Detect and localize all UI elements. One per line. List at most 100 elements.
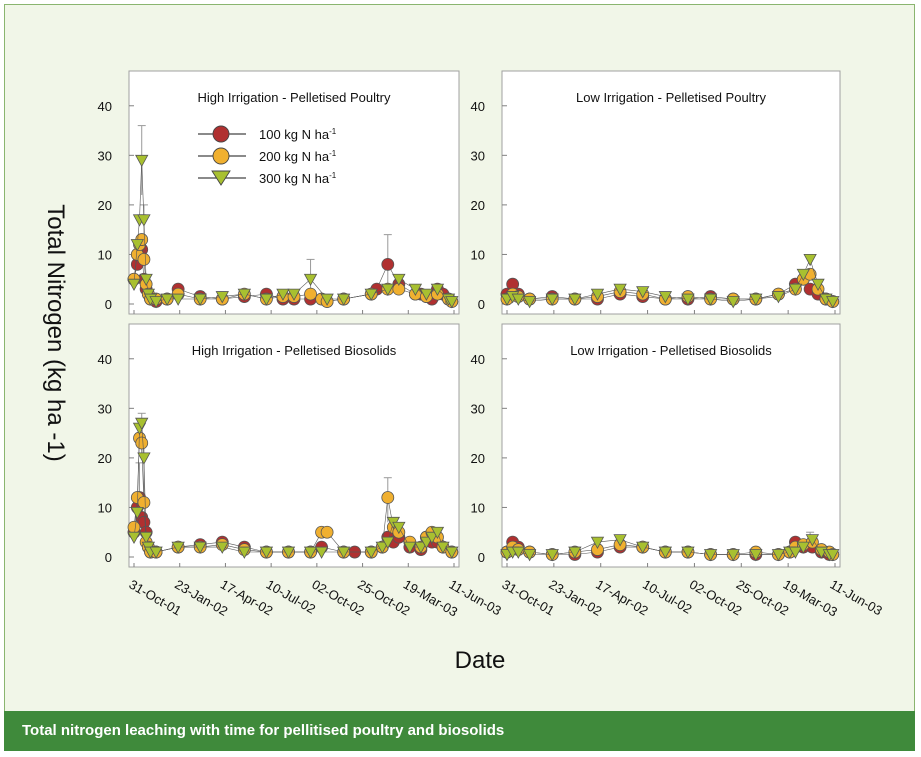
data-point [127, 520, 141, 534]
data-point [137, 452, 151, 465]
y-tick-label: 40 [471, 352, 485, 367]
data-point [139, 531, 153, 545]
data-point [135, 436, 149, 450]
data-point [171, 293, 185, 306]
legend-superscript: -1 [329, 127, 337, 136]
data-point [137, 496, 151, 509]
data-point [135, 154, 149, 168]
data-point [681, 546, 695, 559]
data-point [215, 541, 229, 554]
panel-plot-area [128, 70, 460, 315]
data-point [568, 546, 582, 559]
data-point [304, 287, 317, 301]
data-point [364, 546, 378, 559]
series-3 [127, 417, 459, 559]
data-point [403, 541, 417, 554]
data-point [320, 293, 334, 306]
y-tick-label: 30 [98, 148, 112, 163]
data-point [522, 549, 537, 562]
data-point [803, 254, 817, 267]
data-point [590, 288, 605, 301]
data-point [381, 491, 395, 504]
data-point [193, 541, 207, 554]
x-tick-label: 23-Jan-02 [546, 577, 604, 619]
data-point [703, 293, 718, 306]
y-tick-label: 0 [478, 297, 485, 312]
data-point [137, 252, 151, 266]
chart-figure: Total Nitrogen (kg ha -1) Date High Irri… [42, 70, 885, 674]
data-point [149, 296, 163, 309]
data-point [303, 273, 318, 287]
data-point [511, 293, 525, 306]
data-point [193, 293, 207, 306]
data-point [805, 534, 820, 547]
x-tick-label: 10-Jul-02 [640, 577, 694, 617]
legend-marker [212, 125, 230, 143]
y-tick-label: 30 [98, 401, 112, 416]
series-3 [500, 254, 840, 309]
y-tick-label: 0 [105, 550, 112, 565]
data-point [392, 521, 406, 535]
y-tick-label: 10 [98, 247, 112, 262]
y-tick-label: 20 [98, 198, 112, 213]
legend-entry: 100 kg N ha-1 [198, 125, 337, 143]
data-point [796, 268, 811, 282]
data-point [336, 546, 351, 559]
legend-superscript: -1 [329, 171, 337, 180]
data-point [171, 541, 185, 554]
data-point [430, 526, 445, 540]
x-axis-label: Date [455, 647, 506, 674]
data-point [160, 293, 174, 306]
data-point [613, 534, 627, 547]
x-tick-label: 31-Oct-01 [500, 577, 558, 619]
data-point [139, 273, 153, 287]
panel-plot-area [501, 70, 841, 315]
data-point [336, 293, 351, 306]
data-point [568, 293, 582, 306]
data-point [408, 283, 423, 296]
panel-plot-area [501, 323, 841, 568]
series-line [133, 160, 452, 302]
legend-entry: 300 kg N ha-1 [198, 170, 337, 186]
panel-4: Low Irrigation - Pelletised Biosolids 0 10… [471, 323, 885, 620]
data-point [381, 257, 395, 271]
y-tick-label: 30 [471, 401, 485, 416]
data-point [636, 541, 650, 554]
y-tick-label: 10 [98, 500, 112, 515]
data-point [545, 549, 559, 562]
data-point [788, 283, 803, 296]
data-point [314, 546, 329, 559]
data-point [419, 288, 434, 301]
data-point [135, 417, 149, 431]
data-point [771, 291, 786, 304]
data-point [681, 293, 695, 306]
data-point [215, 291, 229, 304]
data-point [796, 541, 811, 554]
data-point [281, 546, 296, 559]
y-tick-label: 10 [471, 500, 485, 515]
y-tick-label: 40 [471, 99, 485, 114]
data-point [522, 296, 537, 309]
data-point [788, 546, 803, 559]
y-tick-label: 20 [471, 451, 485, 466]
panel-1: High Irrigation - Pelletised Poultry 0 10 2… [98, 70, 460, 315]
legend-superscript: -1 [329, 149, 337, 158]
data-point [749, 549, 763, 562]
panel-title: High Irrigation - Pelletised Poultry [198, 90, 391, 105]
data-point [811, 278, 825, 292]
panel-plot-area [128, 323, 460, 568]
data-point [127, 278, 141, 292]
data-point [381, 536, 395, 549]
data-point [636, 286, 650, 299]
legend: 100 kg N ha-1 200 kg N ha-1 300 kg N ha-1 [198, 125, 337, 186]
data-point [749, 293, 763, 306]
data-point [425, 531, 439, 545]
data-point [771, 549, 786, 562]
data-point [127, 531, 141, 545]
y-tick-label: 0 [105, 297, 112, 312]
legend-label: 100 kg N ha-1 [259, 127, 337, 142]
y-tick-label: 40 [98, 99, 112, 114]
panel-title: Low Irrigation - Pelletised Poultry [576, 90, 767, 105]
data-point [658, 546, 673, 559]
data-point [826, 549, 840, 562]
